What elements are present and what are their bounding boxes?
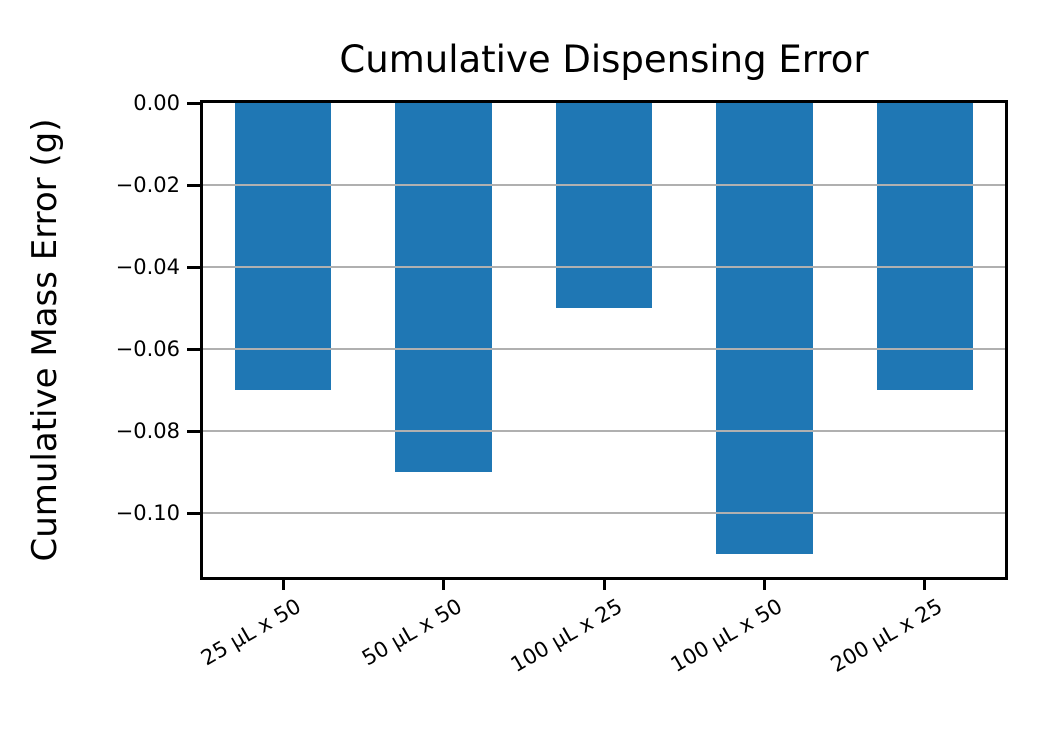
y-tick-mark <box>187 511 200 515</box>
x-tick-mark <box>602 577 606 590</box>
y-tick-label: −0.02 <box>115 173 180 198</box>
gridline <box>203 348 1005 351</box>
y-tick-label: −0.10 <box>115 501 180 526</box>
x-tick-mark <box>281 577 285 590</box>
bar <box>235 103 332 391</box>
x-tick-mark <box>442 577 446 590</box>
y-axis-label: Cumulative Mass Error (g) <box>25 118 65 562</box>
y-tick-mark <box>187 347 200 351</box>
y-tick-label: 0.00 <box>133 91 180 115</box>
gridline <box>203 184 1005 187</box>
bar <box>876 103 973 391</box>
gridline <box>203 430 1005 433</box>
gridline <box>203 266 1005 269</box>
y-tick-mark <box>187 429 200 433</box>
x-tick-mark <box>923 577 927 590</box>
y-tick-mark <box>187 265 200 269</box>
x-tick-label: 200 µL x 25 <box>827 594 947 677</box>
bar <box>395 103 492 473</box>
plot-area: 0.00 −0.02 −0.04 −0.06 −0.08 −0.10 25 µL x 50 5… <box>116 91 1008 677</box>
x-tick-label: 100 µL x 25 <box>506 594 626 677</box>
y-tick-label: −0.04 <box>115 255 180 280</box>
bar <box>716 103 813 555</box>
y-tick-mark <box>187 101 200 105</box>
bar <box>555 103 653 309</box>
x-tick-mark <box>762 577 766 590</box>
gridline <box>203 512 1005 515</box>
x-tick-label: 50 µL x 50 <box>357 594 466 671</box>
x-tick-label: 25 µL x 50 <box>197 594 306 671</box>
chart-title: Cumulative Dispensing Error <box>339 38 869 81</box>
y-tick-label: −0.08 <box>115 419 180 444</box>
y-tick-label: −0.06 <box>115 337 180 362</box>
y-tick-mark <box>187 183 200 187</box>
x-tick-label: 100 µL x 50 <box>666 594 787 677</box>
